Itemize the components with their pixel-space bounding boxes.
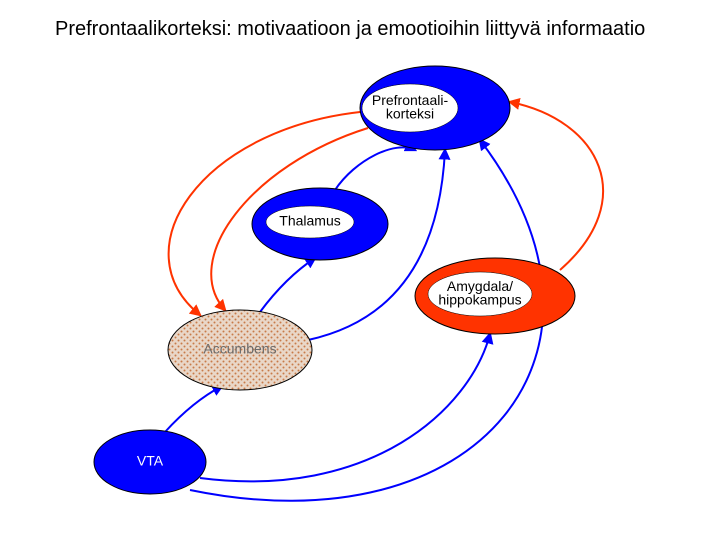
node-prefrontal: Prefrontaali-korteksi bbox=[360, 66, 510, 150]
node-accumbens-label-line-0: Accumbens bbox=[203, 341, 276, 357]
node-prefrontal-label-line-1: korteksi bbox=[386, 106, 434, 122]
node-vta-label-line-0: VTA bbox=[137, 453, 164, 469]
node-amygdala: Amygdala/hippokampus bbox=[415, 258, 575, 334]
node-accumbens: Accumbens bbox=[168, 310, 312, 390]
edge-e-thal-pref-blue bbox=[335, 147, 415, 190]
edge-e-vta-accum-blue bbox=[165, 386, 222, 432]
edge-e-accum-thal-blue bbox=[260, 258, 315, 312]
diagram-canvas: Prefrontaali-korteksi Thalamus Amygdala/hi… bbox=[0, 0, 720, 540]
node-thalamus: Thalamus bbox=[252, 188, 388, 260]
edge-e-amyg-pref-orange bbox=[510, 102, 603, 270]
node-amygdala-label-line-1: hippokampus bbox=[438, 292, 521, 308]
node-vta: VTA bbox=[94, 430, 206, 494]
node-thalamus-label-line-0: Thalamus bbox=[279, 213, 340, 229]
